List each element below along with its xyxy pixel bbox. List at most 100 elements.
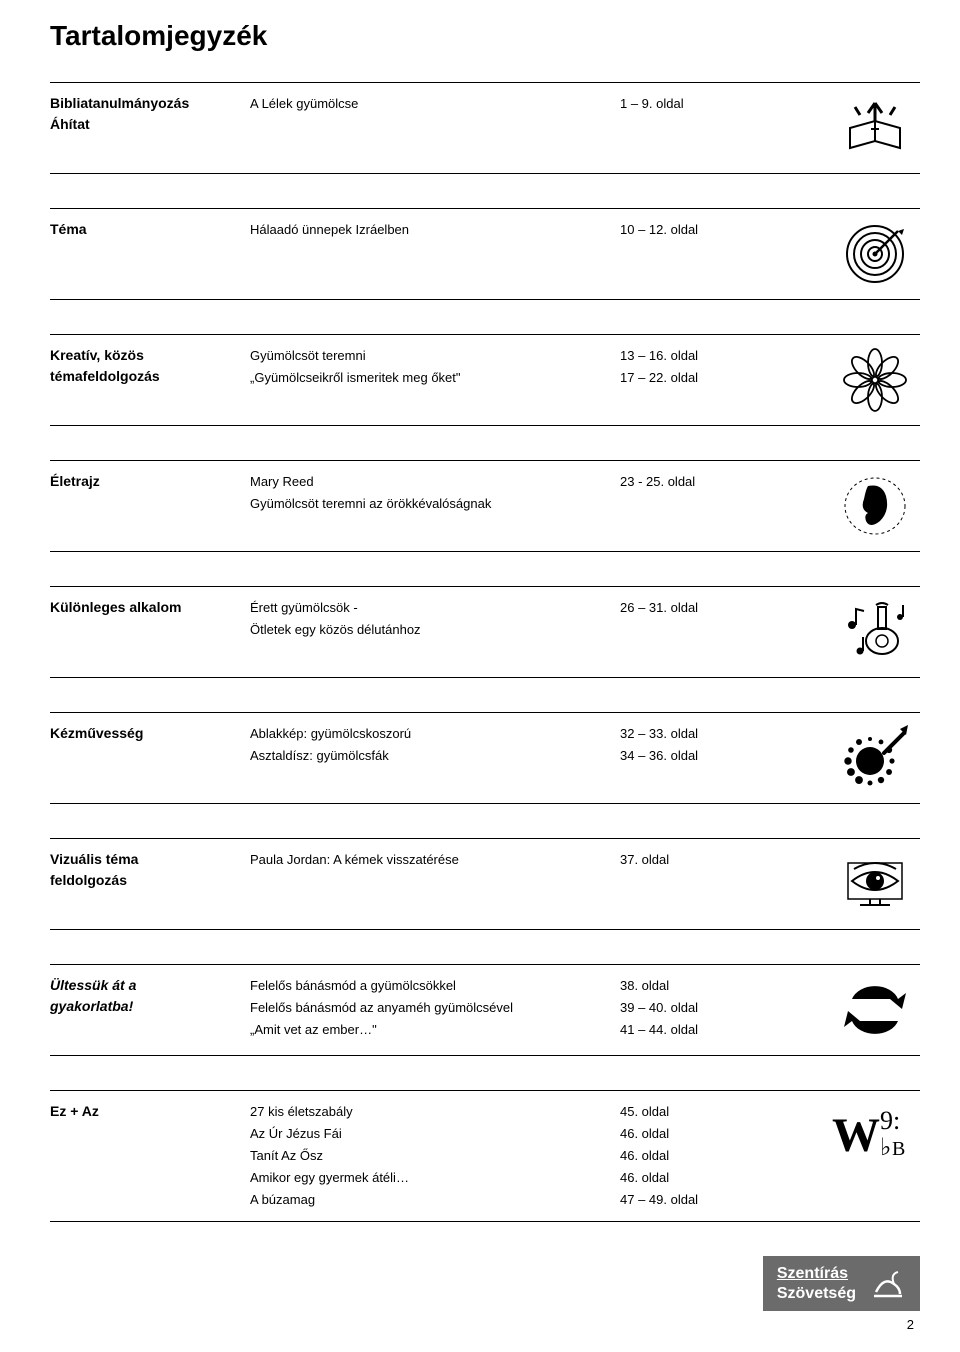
section-body: Bibliatanulmányozás ÁhítatA Lélek gyümöl… — [50, 89, 920, 167]
toc-line-pages: 46. oldal — [620, 1123, 750, 1145]
toc-line-text: Tanít Az Ősz — [250, 1145, 620, 1167]
toc-line-pages: 46. oldal — [620, 1145, 750, 1167]
footer-line1: Szentírás — [777, 1264, 856, 1283]
toc-line-pages — [620, 619, 750, 641]
rule — [50, 1055, 920, 1056]
section-heading: Ez + Az — [50, 1101, 250, 1122]
section-heading: Különleges alkalom — [50, 597, 250, 618]
toc-section: Különleges alkalomÉrett gyümölcsök -Ötle… — [50, 586, 920, 678]
toc-line-pages: 13 – 16. oldal — [620, 345, 750, 367]
toc-section: KézművességAblakkép: gyümölcskoszorúAszt… — [50, 712, 920, 804]
toc-line-text: 27 kis életszabály — [250, 1101, 620, 1123]
letters-icon: W 9: ♭ B — [750, 1101, 920, 1171]
section-lines: Mary ReedGyümölcsöt teremni az örökkéval… — [250, 471, 620, 515]
toc-line-pages: 23 - 25. oldal — [620, 471, 750, 493]
rule — [50, 460, 920, 461]
section-lines: Ablakkép: gyümölcskoszorúAsztaldísz: gyü… — [250, 723, 620, 767]
section-pages: 10 – 12. oldal — [620, 219, 750, 241]
section-heading: Vizuális téma feldolgozás — [50, 849, 250, 891]
toc-line-text: Ablakkép: gyümölcskoszorú — [250, 723, 620, 745]
rule — [50, 551, 920, 552]
rule — [50, 299, 920, 300]
section-pages: 38. oldal39 – 40. oldal41 – 44. oldal — [620, 975, 750, 1041]
music-icon — [750, 597, 920, 667]
toc-line-pages: 26 – 31. oldal — [620, 597, 750, 619]
toc-line-pages: 1 – 9. oldal — [620, 93, 750, 115]
toc-line-pages: 17 – 22. oldal — [620, 367, 750, 389]
section-pages: 23 - 25. oldal — [620, 471, 750, 515]
section-body: Ültessük át a gyakorlatba!Felelős bánásm… — [50, 971, 920, 1049]
toc-line-pages: 10 – 12. oldal — [620, 219, 750, 241]
splat-icon — [750, 723, 920, 793]
rule — [50, 173, 920, 174]
svg-text:9:: 9: — [880, 1106, 900, 1135]
toc-line-text: Érett gyümölcsök - — [250, 597, 620, 619]
rule — [50, 82, 920, 83]
toc-section: Vizuális téma feldolgozásPaula Jordan: A… — [50, 838, 920, 930]
toc-line-text: Paula Jordan: A kémek visszatérése — [250, 849, 620, 871]
section-body: Különleges alkalomÉrett gyümölcsök -Ötle… — [50, 593, 920, 671]
head-icon — [750, 471, 920, 541]
section-pages: 32 – 33. oldal34 – 36. oldal — [620, 723, 750, 767]
toc-section: Ez + Az27 kis életszabályAz Úr Jézus Fái… — [50, 1090, 920, 1222]
footer-logo-icon — [870, 1266, 906, 1302]
toc-section: TémaHálaadó ünnepek Izráelben10 – 12. ol… — [50, 208, 920, 300]
section-lines: 27 kis életszabályAz Úr Jézus FáiTanít A… — [250, 1101, 620, 1211]
section-body: Ez + Az27 kis életszabályAz Úr Jézus Fái… — [50, 1097, 920, 1215]
section-lines: A Lélek gyümölcse — [250, 93, 620, 115]
section-heading: Kreatív, közös témafeldolgozás — [50, 345, 250, 387]
footer: Szentírás Szövetség — [50, 1256, 920, 1310]
toc-line-pages: 46. oldal — [620, 1167, 750, 1189]
section-heading: Életrajz — [50, 471, 250, 492]
toc-line-text: Asztaldísz: gyümölcsfák — [250, 745, 620, 767]
toc-line-text: Felelős bánásmód az anyaméh gyümölcsével — [250, 997, 620, 1019]
svg-text:B: B — [892, 1138, 905, 1160]
section-lines: Felelős bánásmód a gyümölcsökkelFelelős … — [250, 975, 620, 1041]
rule — [50, 208, 920, 209]
footer-line2: Szövetség — [777, 1285, 856, 1302]
toc-line-pages: 47 – 49. oldal — [620, 1189, 750, 1211]
rule — [50, 964, 920, 965]
page-title: Tartalomjegyzék — [50, 20, 920, 52]
section-lines: Érett gyümölcsök -Ötletek egy közös délu… — [250, 597, 620, 641]
toc-line-text: Gyümölcsöt teremni az örökkévalóságnak — [250, 493, 620, 515]
rule — [50, 334, 920, 335]
section-body: KézművességAblakkép: gyümölcskoszorúAszt… — [50, 719, 920, 797]
rule — [50, 803, 920, 804]
toc-line-pages: 32 – 33. oldal — [620, 723, 750, 745]
svg-text:W: W — [832, 1109, 880, 1162]
page-number: 2 — [50, 1317, 920, 1332]
toc-section: ÉletrajzMary ReedGyümölcsöt teremni az ö… — [50, 460, 920, 552]
toc-line-pages: 41 – 44. oldal — [620, 1019, 750, 1041]
section-body: Vizuális téma feldolgozásPaula Jordan: A… — [50, 845, 920, 923]
toc-line-text: Gyümölcsöt teremni — [250, 345, 620, 367]
section-heading: Bibliatanulmányozás Áhítat — [50, 93, 250, 135]
toc-line-text: Amikor egy gyermek átéli… — [250, 1167, 620, 1189]
toc-sections: Bibliatanulmányozás ÁhítatA Lélek gyümöl… — [50, 82, 920, 1222]
section-pages: 1 – 9. oldal — [620, 93, 750, 115]
toc-line-pages: 37. oldal — [620, 849, 750, 871]
footer-badge: Szentírás Szövetség — [763, 1256, 920, 1310]
svg-text:♭: ♭ — [880, 1135, 891, 1161]
rule — [50, 586, 920, 587]
book-icon — [750, 93, 920, 163]
toc-line-text: A búzamag — [250, 1189, 620, 1211]
section-heading: Ültessük át a gyakorlatba! — [50, 975, 250, 1017]
section-lines: Gyümölcsöt teremni„Gyümölcseikről ismeri… — [250, 345, 620, 389]
toc-line-text: Hálaadó ünnepek Izráelben — [250, 219, 620, 241]
eye-icon — [750, 849, 920, 919]
toc-section: Bibliatanulmányozás ÁhítatA Lélek gyümöl… — [50, 82, 920, 174]
section-body: TémaHálaadó ünnepek Izráelben10 – 12. ol… — [50, 215, 920, 293]
toc-line-pages: 34 – 36. oldal — [620, 745, 750, 767]
flower-icon — [750, 345, 920, 415]
section-lines: Hálaadó ünnepek Izráelben — [250, 219, 620, 241]
section-body: ÉletrajzMary ReedGyümölcsöt teremni az ö… — [50, 467, 920, 545]
section-pages: 37. oldal — [620, 849, 750, 871]
rule — [50, 425, 920, 426]
toc-line-text: Mary Reed — [250, 471, 620, 493]
rule — [50, 838, 920, 839]
toc-line-pages: 39 – 40. oldal — [620, 997, 750, 1019]
section-heading: Kézművesség — [50, 723, 250, 744]
section-body: Kreatív, közös témafeldolgozásGyümölcsöt… — [50, 341, 920, 419]
rule — [50, 1221, 920, 1222]
